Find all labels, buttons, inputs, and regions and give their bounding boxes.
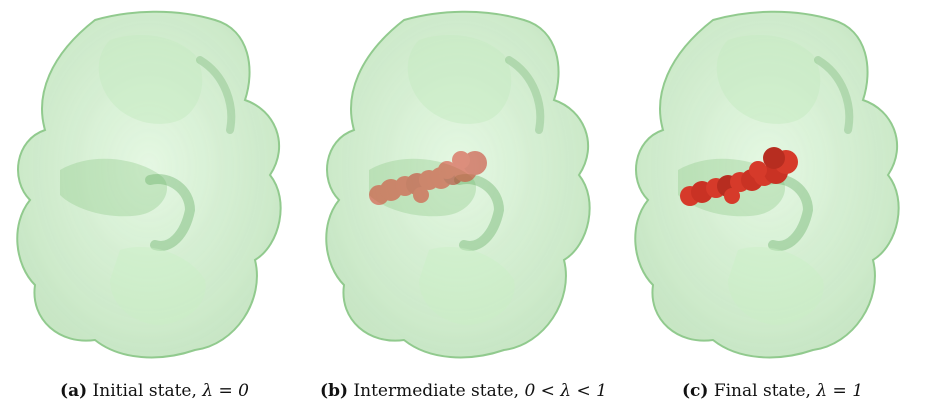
caption-tag: (b) (320, 381, 349, 401)
ligand-molecule-c (680, 147, 798, 206)
protein-surface-c (634, 10, 900, 359)
caption-math: 0 < λ < 1 (524, 381, 607, 401)
panel-a: (a) Initial state, λ = 0 (0, 0, 309, 414)
caption-tag: (a) (60, 381, 88, 401)
caption-text: Initial state, (92, 381, 197, 401)
caption-b: (b) Intermediate state, 0 < λ < 1 (309, 381, 618, 401)
caption-math: λ = 0 (202, 381, 249, 401)
protein-surface-a (16, 10, 282, 359)
caption-text: Intermediate state, (353, 381, 520, 401)
panel-b: (b) Intermediate state, 0 < λ < 1 (309, 0, 618, 414)
panel-c: (c) Final state, λ = 1 (618, 0, 927, 414)
caption-tag: (c) (681, 381, 709, 401)
caption-text: Final state, (713, 381, 811, 401)
caption-a: (a) Initial state, λ = 0 (0, 381, 309, 401)
ligand-molecule-b (369, 151, 487, 205)
protein-surface-b (325, 10, 591, 359)
caption-math: λ = 1 (816, 381, 864, 401)
caption-c: (c) Final state, λ = 1 (618, 381, 927, 401)
